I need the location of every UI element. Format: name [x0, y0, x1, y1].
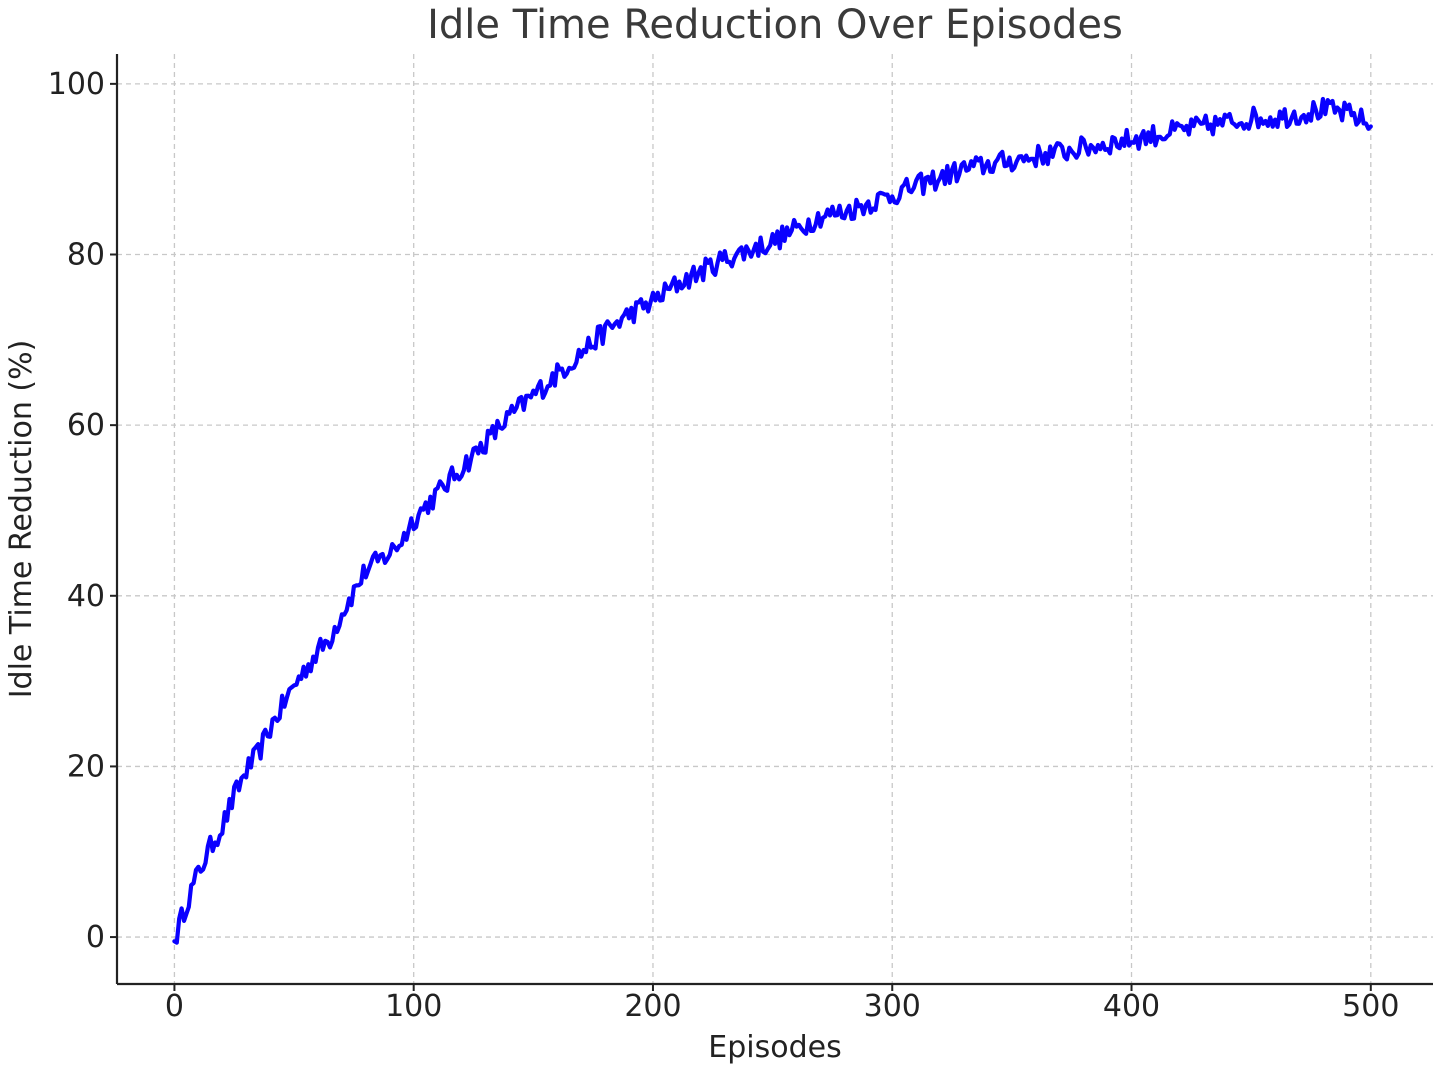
series-line — [172, 96, 1373, 945]
x-tick-label: 400 — [1103, 989, 1160, 1024]
y-tick-label: 40 — [67, 579, 105, 614]
x-tick-label: 500 — [1342, 989, 1399, 1024]
x-tick-label: 300 — [864, 989, 921, 1024]
x-tick-label: 200 — [624, 989, 681, 1024]
tick-layer: 0 100 200 300 400 500 0 20 40 60 80 100 — [48, 67, 1400, 1024]
y-tick-label: 60 — [67, 408, 105, 443]
series-layer — [172, 96, 1373, 945]
x-tick-label: 0 — [165, 989, 184, 1024]
y-tick-label: 100 — [48, 67, 105, 102]
x-tick-label: 100 — [385, 989, 442, 1024]
chart-title: Idle Time Reduction Over Episodes — [427, 2, 1123, 48]
y-tick-label: 20 — [67, 749, 105, 784]
y-tick-label: 0 — [86, 920, 105, 955]
x-axis-label: Episodes — [708, 1030, 841, 1065]
grid — [117, 54, 1433, 984]
y-tick-label: 80 — [67, 238, 105, 273]
y-axis-label: Idle Time Reduction (%) — [4, 340, 39, 699]
